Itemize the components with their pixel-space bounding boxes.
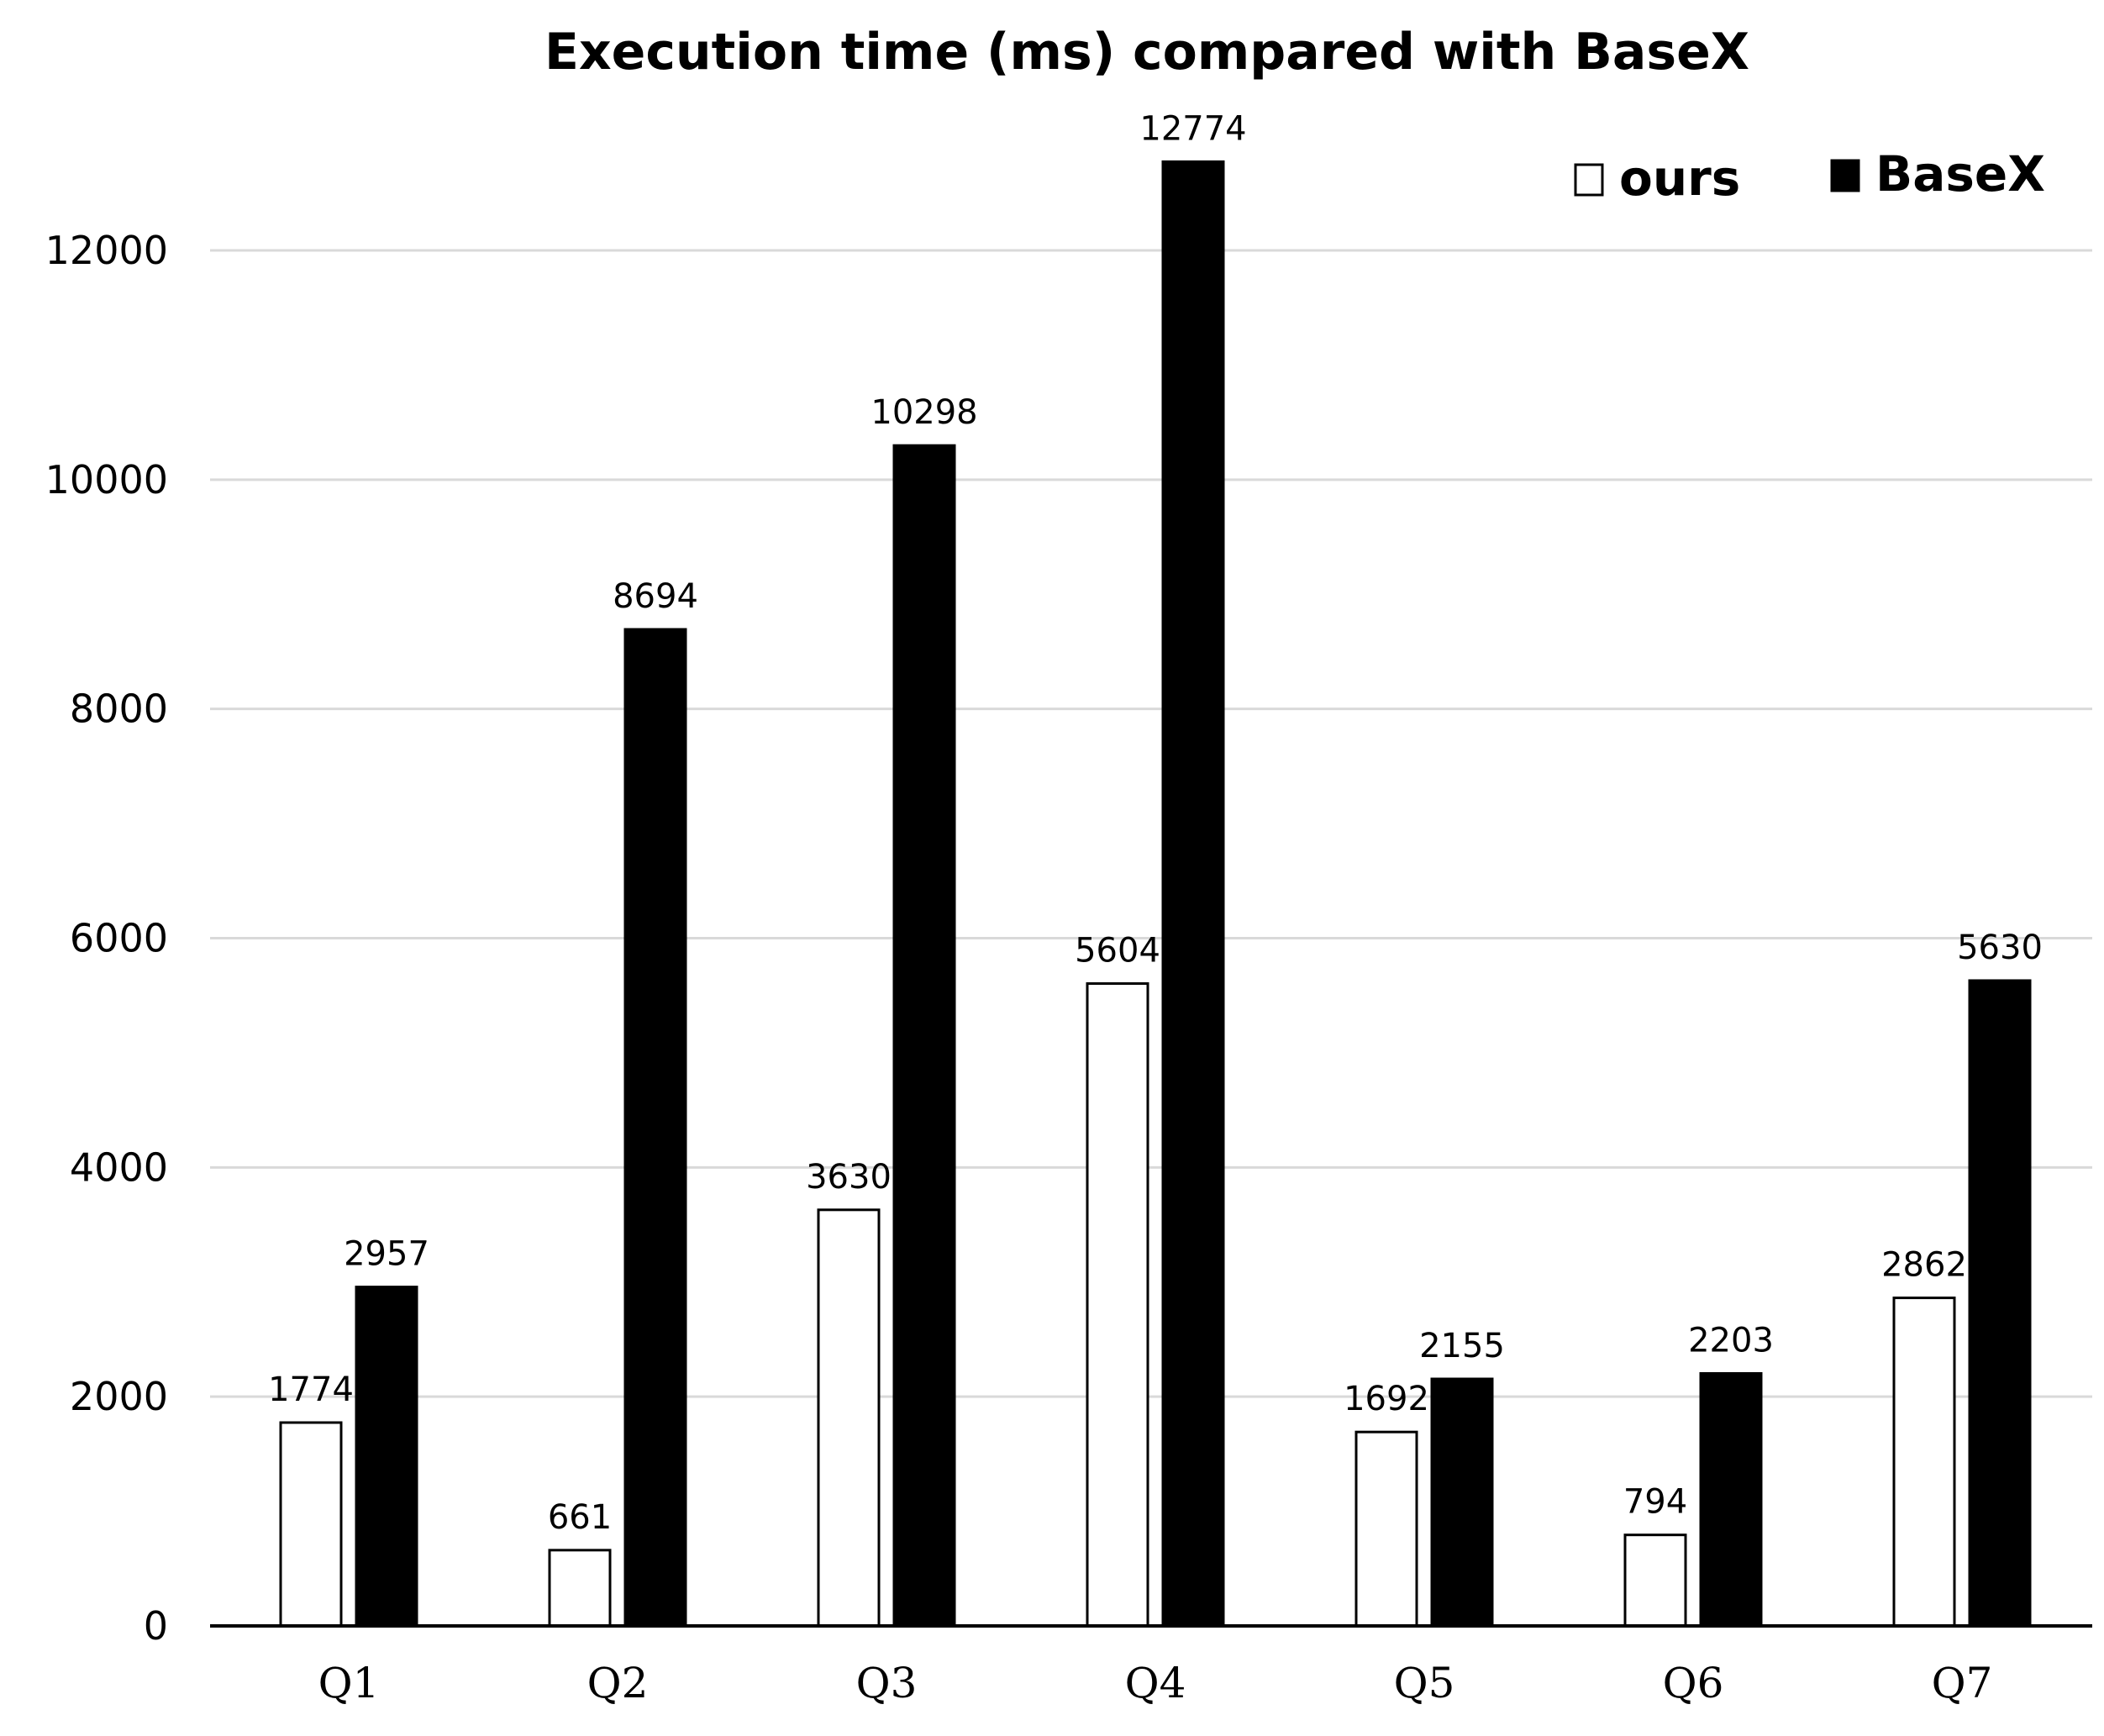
y-axis-ticks: 0 2000 4000 6000 8000 10000 12000 [45,228,168,1649]
x-tick-label: Q5 [1394,1659,1455,1707]
bar-ours-q7 [1892,1297,1956,1628]
data-label: 2155 [1419,1327,1505,1365]
x-tick-label: Q4 [1125,1659,1186,1707]
data-label: 12774 [1139,109,1246,148]
x-tick-label: Q7 [1932,1659,1993,1707]
gridlines [210,249,2092,1398]
data-label: 5630 [1957,928,2043,967]
data-label: 1774 [268,1370,354,1409]
y-tick-label: 6000 [70,916,168,961]
x-tick-label: Q1 [318,1659,380,1707]
legend-swatch-ours [1574,163,1604,197]
bar-basex-q6 [1699,1371,1763,1628]
x-tick-label: Q6 [1663,1659,1724,1707]
data-label: 2957 [344,1235,429,1274]
x-tick-label: Q2 [587,1659,649,1707]
legend: ours BaseX [1574,145,2045,207]
y-tick-label: 4000 [70,1144,168,1190]
data-label: 3630 [806,1158,892,1197]
y-tick-label: 8000 [70,687,168,732]
data-label: 1692 [1344,1380,1429,1418]
bar-basex-q3 [892,444,956,1628]
bar-ours-q2 [548,1549,612,1628]
chart-title: Execution time (ms) compared with BaseX [544,23,1749,82]
data-label: 8694 [613,577,698,616]
bar-ours-q4 [1086,982,1149,1628]
data-labels: 1774 2957 661 8694 3630 10298 5604 12774 1692 215… [268,109,2043,1536]
data-label: 5604 [1075,932,1160,971]
bar-basex-q4 [1161,160,1225,1628]
data-label: 2203 [1688,1321,1774,1360]
bars [279,160,2032,1628]
bar-ours-q1 [279,1421,343,1628]
bar-basex-q1 [355,1286,418,1628]
legend-swatch-basex [1830,159,1860,192]
bar-ours-q3 [817,1208,881,1628]
data-label: 10298 [871,393,977,432]
data-label: 661 [548,1498,612,1537]
bar-ours-q5 [1354,1430,1418,1628]
legend-label-ours: ours [1619,150,1740,207]
bar-basex-q5 [1430,1377,1494,1628]
x-axis-ticks: Q1 Q2 Q3 Q4 Q5 Q6 Q7 [318,1659,1993,1707]
bar-basex-q2 [623,628,687,1628]
y-tick-label: 12000 [45,228,168,273]
data-label: 794 [1623,1483,1687,1522]
data-label: 2862 [1881,1246,1967,1285]
x-tick-label: Q3 [856,1659,918,1707]
y-tick-label: 2000 [70,1374,168,1419]
legend-label-basex: BaseX [1875,145,2045,203]
y-tick-label: 10000 [45,457,168,502]
y-tick-label: 0 [144,1603,168,1649]
bar-basex-q7 [1968,979,2032,1628]
bar-ours-q6 [1623,1533,1687,1628]
